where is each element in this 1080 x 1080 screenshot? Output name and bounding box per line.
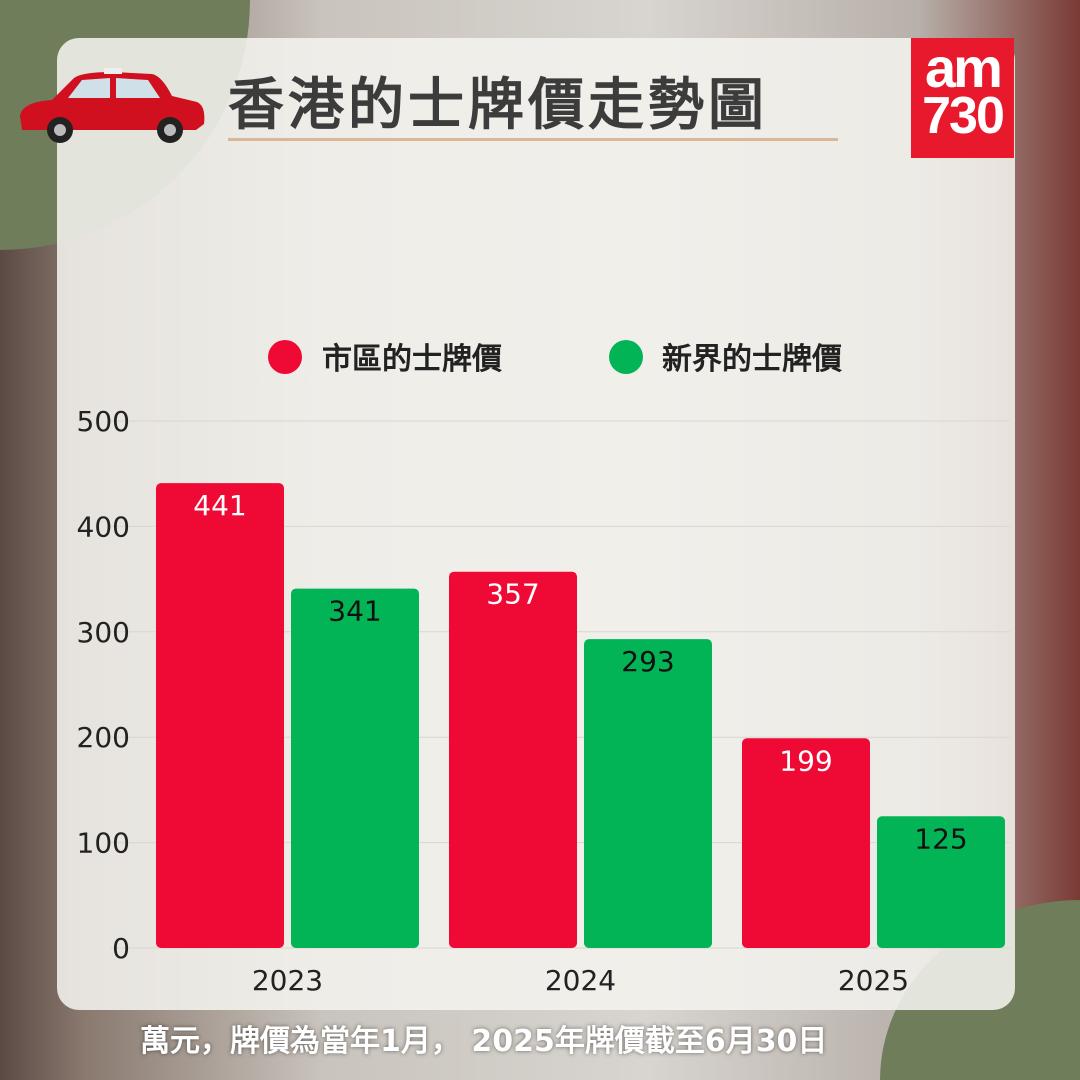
data-label: 357 <box>486 578 539 611</box>
bar <box>742 738 870 948</box>
bar <box>584 639 712 948</box>
y-tick-label: 100 <box>77 827 130 860</box>
logo-text-730: 730 <box>922 87 1005 145</box>
data-label: 441 <box>193 489 246 522</box>
title-underline <box>228 138 838 141</box>
page-title: 香港的士牌價走勢圖 <box>228 73 768 138</box>
x-tick-label: 2024 <box>545 964 616 997</box>
data-label: 199 <box>779 744 832 777</box>
y-tick-label: 0 <box>112 932 130 965</box>
legend: 市區的士牌價 新界的士牌價 <box>268 340 842 377</box>
x-tick-label: 2025 <box>838 964 909 997</box>
y-tick-label: 200 <box>77 721 130 754</box>
logo-text-am: am <box>925 36 1003 99</box>
legend-marker-nt <box>609 340 643 374</box>
data-label: 293 <box>621 645 674 678</box>
bar <box>877 816 1005 948</box>
y-tick-label: 500 <box>77 405 130 438</box>
am730-logo: am 730 <box>911 38 1014 158</box>
bar <box>449 571 577 948</box>
y-tick-label: 400 <box>77 510 130 543</box>
legend-marker-urban <box>268 340 302 374</box>
legend-label-nt: 新界的士牌價 <box>662 342 842 377</box>
bar <box>156 483 284 948</box>
legend-label-urban: 市區的士牌價 <box>322 342 502 377</box>
y-tick-label: 300 <box>77 616 130 649</box>
data-label: 341 <box>328 595 381 628</box>
footer-note: 萬元，牌價為當年1月， 2025年牌價截至6月30日 <box>140 1024 828 1059</box>
bar <box>291 588 419 948</box>
x-tick-label: 2023 <box>252 964 323 997</box>
taxi-icon <box>20 68 205 143</box>
data-label: 125 <box>914 822 967 855</box>
